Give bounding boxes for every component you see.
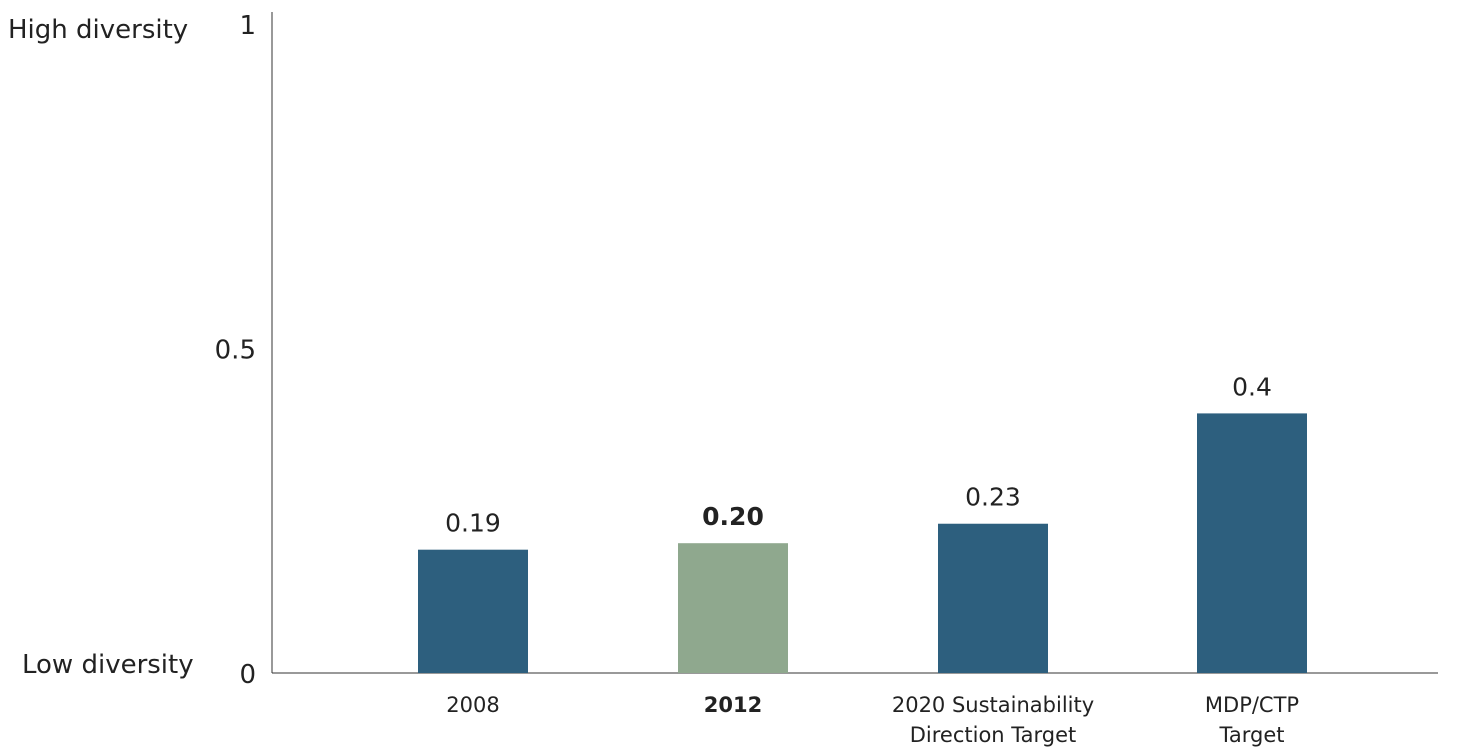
- bar: [938, 523, 1048, 673]
- category-label: MDP/CTP: [1205, 693, 1299, 717]
- bars: [418, 413, 1307, 673]
- value-label: 0.19: [445, 509, 501, 538]
- y-tick-label: 0: [239, 660, 256, 690]
- value-label: 0.20: [702, 502, 764, 531]
- category-label: 2020 Sustainability: [892, 693, 1094, 717]
- y-axis-label-high: High diversity: [8, 15, 188, 45]
- value-labels: 0.19 0.20 0.23 0.4: [445, 372, 1272, 537]
- bar: [678, 543, 788, 673]
- category-labels: 2008 2012 2020 Sustainability Direction Tar…: [446, 693, 1299, 747]
- bar: [1197, 413, 1307, 673]
- value-label: 0.23: [965, 483, 1021, 512]
- y-tick-label: 1: [239, 11, 256, 41]
- y-ticks: 00.51: [215, 11, 256, 690]
- category-label: Target: [1219, 723, 1285, 747]
- value-label: 0.4: [1232, 372, 1272, 401]
- y-axis-label-low: Low diversity: [22, 650, 194, 680]
- bar: [418, 549, 528, 673]
- y-tick-label: 0.5: [215, 336, 256, 366]
- category-label: 2012: [704, 693, 762, 717]
- category-label: Direction Target: [910, 723, 1077, 747]
- category-label: 2008: [446, 693, 499, 717]
